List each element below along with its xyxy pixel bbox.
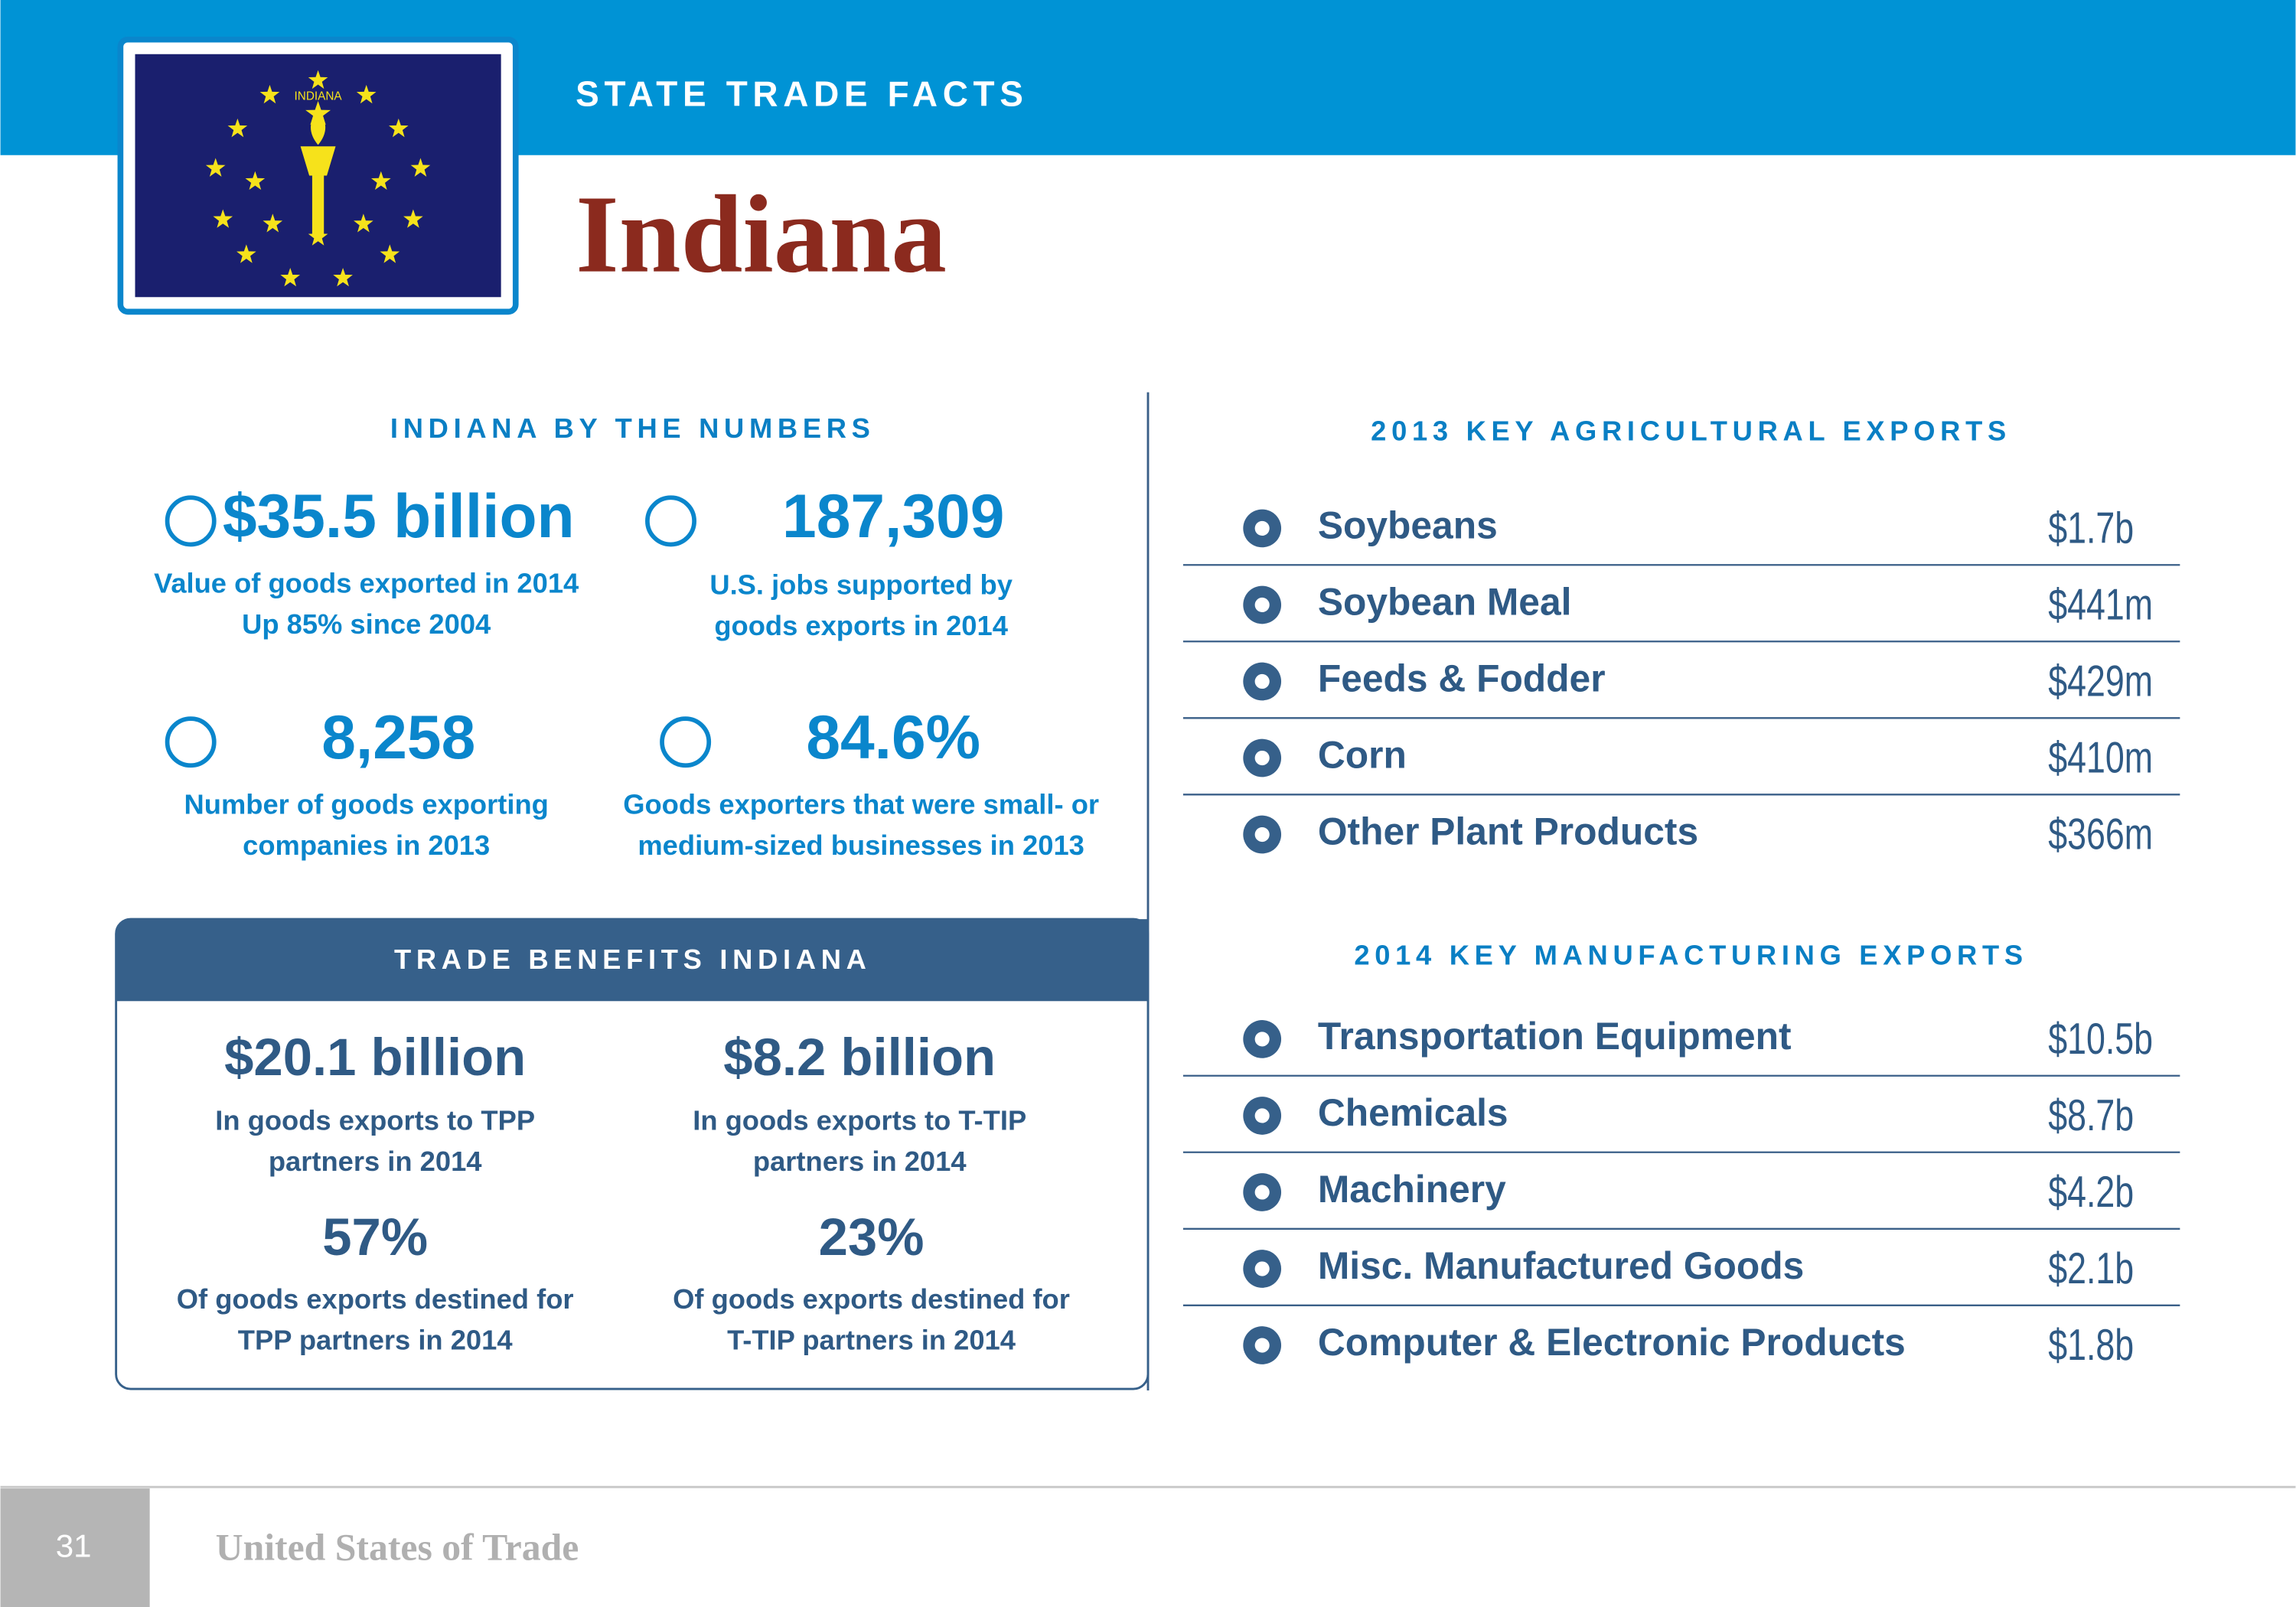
stat-value: 8,258 [321, 703, 475, 772]
flag-star [245, 171, 266, 191]
publication: United States of Trade [216, 1527, 579, 1569]
stat-value: 187,309 [782, 482, 1004, 551]
page-tab [0, 1488, 150, 1607]
flag-stars [205, 70, 431, 287]
section-label: STATE TRADE FACTS [576, 73, 1028, 113]
flag-star [280, 268, 301, 287]
row-icon-detail [1254, 597, 1270, 613]
benefit-caption: TPP partners in 2014 [238, 1324, 514, 1355]
flag-star [213, 209, 233, 228]
flag-star [410, 158, 431, 177]
stat-caption: Number of goods exporting [184, 788, 549, 820]
benefit-value: 57% [322, 1208, 428, 1266]
row-value: $441m [2048, 579, 2153, 629]
stat-caption: goods exports in 2014 [714, 610, 1008, 641]
benefit-value: 23% [819, 1208, 925, 1266]
flag-star [333, 268, 353, 287]
row-icon-detail [1254, 1338, 1270, 1353]
row-value: $1.8b [2048, 1320, 2134, 1370]
flag-star [305, 100, 331, 125]
stat-caption: medium-sized businesses in 2013 [638, 830, 1084, 861]
stat-caption: Goods exporters that were small- or [623, 788, 1099, 820]
row-icon-detail [1254, 1032, 1270, 1047]
stat-caption: companies in 2013 [243, 830, 490, 861]
row-value: $10.5b [2048, 1013, 2153, 1063]
flag-star [263, 214, 283, 233]
flag-star [308, 70, 328, 90]
stat-icon [165, 716, 217, 768]
flag-star [403, 209, 423, 228]
row-label: Machinery [1318, 1168, 1506, 1211]
section-heading: TRADE BENEFITS INDIANA [394, 944, 872, 975]
page-number: 31 [56, 1528, 92, 1564]
stat-icon [165, 495, 217, 547]
row-icon-detail [1254, 520, 1270, 536]
flag-star [227, 118, 248, 138]
row-value: $410m [2048, 732, 2153, 782]
flag-star [380, 244, 400, 263]
benefit-caption: Of goods exports destined for [673, 1283, 1070, 1315]
row-label: Soybeans [1318, 504, 1498, 547]
row-icon-detail [1254, 826, 1270, 843]
benefits-band [116, 919, 1148, 1002]
row-label: Misc. Manufactured Goods [1318, 1244, 1804, 1287]
row-label: Soybean Meal [1318, 581, 1572, 624]
benefit-caption: partners in 2014 [753, 1146, 967, 1177]
flag-star [371, 171, 391, 191]
benefit-value: $20.1 billion [224, 1028, 526, 1087]
benefit-caption: In goods exports to TPP [215, 1105, 535, 1136]
row-value: $1.7b [2048, 503, 2134, 553]
flag-star [356, 84, 377, 104]
row-value: $366m [2048, 809, 2153, 859]
stat-value: 84.6% [806, 703, 980, 772]
benefit-caption: T-TIP partners in 2014 [727, 1324, 1016, 1355]
stat-caption: Value of goods exported in 2014 [154, 568, 579, 599]
stat-icon [660, 716, 712, 768]
row-label: Chemicals [1318, 1091, 1508, 1134]
section-heading: INDIANA BY THE NUMBERS [390, 412, 876, 444]
flag-star [236, 244, 256, 263]
flag-star [205, 158, 226, 177]
benefit-caption: Of goods exports destined for [177, 1283, 574, 1315]
flag-star [259, 84, 280, 104]
row-icon-detail [1254, 750, 1270, 766]
row-icon-detail [1254, 1108, 1270, 1123]
benefit-value: $8.2 billion [723, 1028, 996, 1087]
row-label: Computer & Electronic Products [1318, 1321, 1906, 1364]
row-value: $8.7b [2048, 1090, 2134, 1140]
row-label: Corn [1318, 734, 1407, 777]
stat-caption: U.S. jobs supported by [709, 569, 1013, 601]
flag-star [388, 118, 409, 138]
flag-text: INDIANA [295, 90, 343, 103]
stat-icon [645, 495, 696, 547]
state-title: Indiana [576, 173, 947, 296]
row-label: Other Plant Products [1318, 810, 1698, 853]
row-icon-detail [1254, 673, 1270, 689]
flag-star [308, 227, 328, 246]
benefit-caption: partners in 2014 [269, 1146, 482, 1177]
section-heading: 2014 KEY MANUFACTURING EXPORTS [1354, 939, 2027, 970]
stat-caption: Up 85% since 2004 [242, 608, 491, 640]
row-value: $429m [2048, 656, 2153, 706]
row-label: Transportation Equipment [1318, 1015, 1792, 1058]
row-icon-detail [1254, 1261, 1270, 1276]
benefit-caption: In goods exports to T-TIP [693, 1105, 1026, 1136]
flag-star [354, 214, 373, 233]
row-label: Feeds & Fodder [1318, 657, 1606, 700]
section-heading: 2013 KEY AGRICULTURAL EXPORTS [1371, 416, 2011, 447]
stat-value: $35.5 billion [223, 482, 575, 551]
row-icon-detail [1254, 1185, 1270, 1200]
row-value: $2.1b [2048, 1244, 2134, 1293]
row-value: $4.2b [2048, 1167, 2134, 1217]
